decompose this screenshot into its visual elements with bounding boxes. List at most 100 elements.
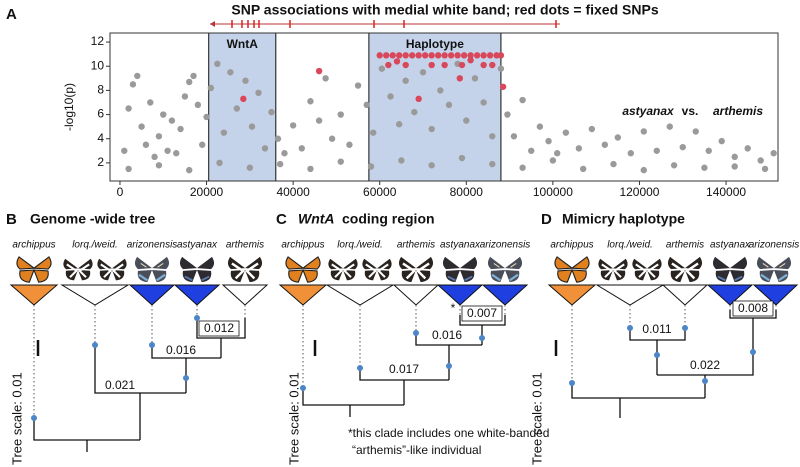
- data-point: [441, 52, 448, 59]
- data-point: [138, 123, 145, 130]
- data-point: [242, 77, 249, 84]
- data-point: [168, 117, 176, 124]
- data-point: [337, 111, 344, 118]
- data-point: [456, 75, 464, 82]
- data-point: [203, 113, 210, 121]
- data-point: [402, 61, 409, 69]
- taxon-label: archippus: [12, 240, 55, 251]
- tree-scale: Tree scale: 0.01: [9, 372, 24, 465]
- panel-label: C: [276, 211, 287, 228]
- data-point: [467, 52, 474, 59]
- data-point: [441, 61, 448, 69]
- data-point: [164, 147, 171, 154]
- region-label: Haplotype: [406, 37, 464, 51]
- taxon-label: astyanax: [710, 240, 751, 251]
- data-point: [761, 165, 769, 173]
- annotation: vs.: [682, 104, 699, 118]
- data-point: [692, 128, 699, 135]
- branch-label: 0.008: [738, 301, 768, 315]
- y-tick-label: 6: [97, 107, 104, 121]
- data-point: [458, 61, 466, 69]
- x-tick-label: 40000: [276, 185, 310, 199]
- data-point: [125, 105, 132, 112]
- data-point: [562, 129, 570, 136]
- taxon-label: arizonensis: [127, 240, 178, 251]
- data-point: [160, 111, 167, 118]
- data-point: [248, 123, 256, 130]
- data-point: [480, 99, 487, 106]
- taxon-label: archippus: [550, 240, 593, 251]
- panel-label: B: [6, 211, 17, 228]
- data-point: [519, 164, 526, 171]
- data-point: [463, 117, 470, 124]
- taxon-label: arizonensis: [480, 240, 531, 251]
- data-point: [770, 150, 777, 157]
- data-point: [653, 147, 660, 154]
- branch-label: 0.011: [642, 322, 671, 336]
- data-point: [240, 95, 247, 103]
- data-point: [497, 52, 505, 59]
- data-point: [458, 154, 466, 162]
- x-tick-label: 60000: [363, 185, 397, 199]
- data-point: [473, 52, 481, 59]
- data-point: [460, 52, 468, 59]
- branch-label: 0.021: [105, 378, 135, 392]
- data-point: [346, 141, 353, 148]
- branch-label: 0.022: [690, 358, 720, 372]
- y-tick-label: 10: [91, 58, 105, 72]
- y-tick-label: 8: [97, 83, 104, 97]
- data-point: [731, 163, 738, 170]
- data-point: [307, 165, 314, 173]
- data-point: [486, 52, 494, 59]
- taxon-label: arthemis: [666, 240, 704, 251]
- data-point: [274, 135, 282, 142]
- branch-label: 0.007: [467, 306, 497, 320]
- data-point: [489, 61, 496, 69]
- data-point: [268, 108, 275, 116]
- data-point: [536, 123, 544, 130]
- data-point: [408, 52, 416, 59]
- tree-graphics: [278, 256, 529, 417]
- data-point: [125, 165, 132, 173]
- data-point: [246, 164, 254, 171]
- data-point: [411, 108, 418, 116]
- data-point: [207, 84, 215, 92]
- data-point: [447, 52, 455, 59]
- note: “arthemis”-like individual: [352, 443, 481, 457]
- data-point: [378, 65, 386, 72]
- plot-frame: [109, 32, 779, 182]
- x-tick-label: 100000: [533, 185, 573, 199]
- data-point: [190, 72, 197, 80]
- taxon-label: astyanax: [440, 240, 481, 251]
- x-tick-label: 120000: [619, 185, 659, 199]
- note: *this clade includes one white-banded: [348, 426, 549, 440]
- data-point: [354, 82, 362, 89]
- data-point: [497, 65, 505, 72]
- data-point: [415, 52, 422, 59]
- data-point: [261, 145, 269, 152]
- data-point: [385, 61, 392, 69]
- data-point: [614, 134, 622, 141]
- data-point: [679, 143, 686, 151]
- annotation: arthemis: [713, 104, 763, 118]
- data-point: [489, 133, 496, 140]
- data-point: [419, 69, 427, 76]
- data-point: [227, 69, 234, 76]
- data-point: [601, 141, 609, 148]
- taxon-label: lorq./weid.: [337, 240, 383, 251]
- data-point: [545, 137, 552, 145]
- taxon-label: astyanax: [177, 240, 218, 251]
- data-point: [315, 67, 323, 75]
- data-point: [383, 52, 390, 59]
- data-point: [220, 129, 228, 136]
- taxon-label: archippus: [281, 240, 324, 251]
- data-point: [233, 105, 241, 112]
- data-point: [489, 160, 496, 168]
- data-point: [367, 163, 375, 170]
- data-point: [214, 60, 221, 68]
- y-tick-label: 12: [91, 34, 105, 48]
- marker-track: [210, 20, 560, 28]
- data-point: [276, 160, 284, 168]
- annotation: astyanax: [622, 104, 675, 118]
